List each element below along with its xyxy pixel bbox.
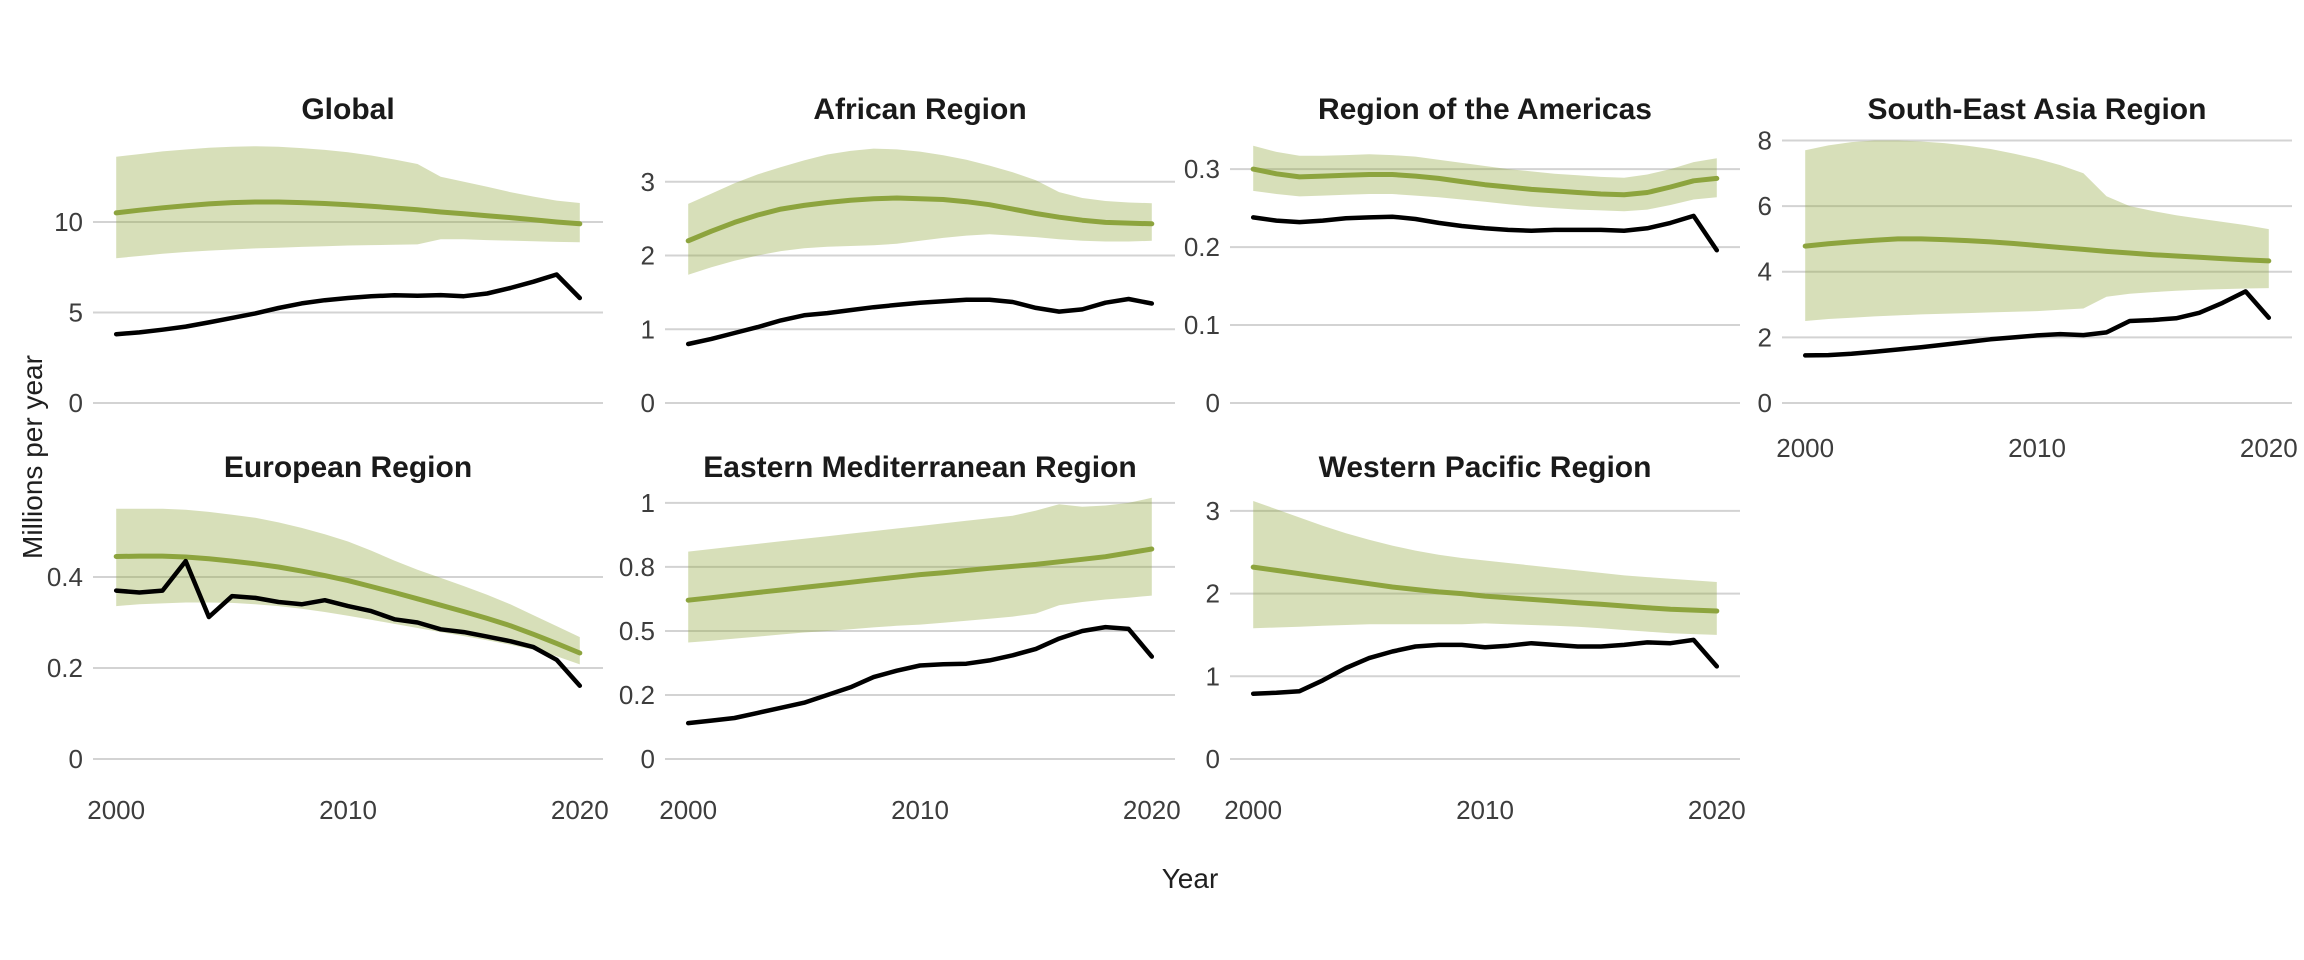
panel-title-global: Global [301,93,395,126]
incidence-uncertainty-band [116,508,580,665]
y-tick-label: 2 [641,241,655,271]
panel-title-region-of-the-americas: Region of the Americas [1318,93,1652,126]
panel-african-region: 0 1 2 3 [641,148,1175,418]
y-axis-title: Millions per year [17,355,48,559]
panel-region-of-the-americas: 0 0.1 0.2 0.3 [1184,145,1740,418]
y-tick-label: 0.3 [1184,154,1220,184]
x-tick-label: 2000 [87,795,145,825]
x-tick-label: 2000 [1776,433,1834,463]
notifications-line [685,296,1155,347]
y-tick-label: 0.8 [619,552,655,582]
x-tick-label: 2010 [2008,433,2066,463]
panel-eastern-mediterranean-region: 0 0.2 0.5 0.8 1 2000 2010 2020 [619,488,1181,825]
y-tick-label: 5 [69,298,83,328]
notifications-line [113,272,583,337]
panel-global: 0 5 10 [54,146,603,418]
notifications-line [1250,213,1720,253]
panel-title-south-east-asia-region: South-East Asia Region [1867,93,2207,126]
panel-title-african-region: African Region [813,93,1027,126]
x-tick-label: 2020 [1123,795,1181,825]
panel-western-pacific-region: 0 1 2 3 2000 2010 2020 [1206,496,1746,825]
incidence-line [685,195,1155,244]
y-tick-label: 0.5 [619,616,655,646]
y-tick-label: 6 [1758,191,1772,221]
incidence-line [685,546,1155,603]
y-tick-label: 0.2 [619,680,655,710]
notifications-line [1250,637,1720,696]
incidence-uncertainty-band [1253,501,1717,635]
x-tick-label: 2000 [659,795,717,825]
x-tick-label: 2010 [891,795,949,825]
y-tick-label: 3 [641,167,655,197]
y-tick-label: 0 [1206,388,1220,418]
notifications-line [1802,289,2272,358]
y-tick-label: 0 [641,744,655,774]
y-tick-label: 0.2 [47,653,83,683]
y-tick-label: 3 [1206,496,1220,526]
y-tick-label: 0.1 [1184,310,1220,340]
x-tick-label: 2020 [551,795,609,825]
incidence-line [1802,236,2272,264]
y-tick-label: 2 [1758,322,1772,352]
x-tick-label: 2020 [2240,433,2298,463]
y-tick-label: 1 [641,488,655,518]
y-tick-label: 10 [54,207,83,237]
y-tick-label: 0 [1206,744,1220,774]
y-tick-label: 0 [69,388,83,418]
incidence-line [1250,166,1720,198]
y-tick-label: 1 [641,314,655,344]
incidence-line [113,199,583,227]
x-tick-label: 2020 [1688,795,1746,825]
panel-european-region: 0 0.2 0.4 2000 2010 2020 [47,508,609,825]
x-tick-label: 2010 [319,795,377,825]
incidence-uncertainty-band [1805,140,2269,321]
notifications-line [113,558,583,688]
incidence-line [113,553,583,656]
y-tick-label: 0.2 [1184,232,1220,262]
notifications-line [685,624,1155,726]
incidence-uncertainty-band [688,497,1152,643]
y-tick-label: 4 [1758,257,1772,287]
panel-title-eastern-mediterranean-region: Eastern Mediterranean Region [703,451,1137,484]
incidence-uncertainty-band [116,146,580,259]
x-tick-label: 2010 [1456,795,1514,825]
x-axis-title: Year [1161,863,1219,894]
panel-title-western-pacific-region: Western Pacific Region [1318,451,1652,484]
y-tick-label: 8 [1758,126,1772,156]
y-tick-label: 0 [641,388,655,418]
y-tick-label: 0 [69,744,83,774]
x-tick-label: 2000 [1224,795,1282,825]
y-tick-label: 0 [1758,388,1772,418]
y-tick-label: 0.4 [47,562,83,592]
incidence-line [1250,564,1720,614]
panel-title-european-region: European Region [223,451,473,484]
y-tick-label: 1 [1206,661,1220,691]
y-tick-label: 2 [1206,579,1220,609]
panel-south-east-asia-region: 0 2 4 6 8 2000 2010 2020 [1758,126,2298,464]
incidence-uncertainty-band [688,148,1152,275]
